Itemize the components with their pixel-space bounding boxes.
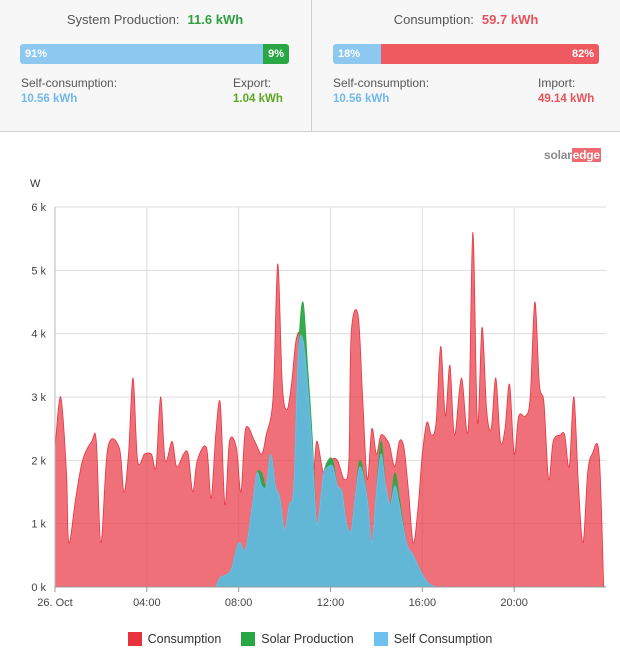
production-export-segment: 9% — [263, 44, 289, 64]
y-tick-label: 6 k — [31, 202, 46, 214]
y-tick-label: 1 k — [31, 519, 46, 531]
x-tick-label: 16:00 — [409, 597, 437, 609]
legend-item-self-consumption[interactable]: Self Consumption — [373, 632, 493, 646]
legend-label: Consumption — [147, 632, 222, 646]
y-tick-label: 4 k — [31, 329, 46, 341]
x-tick-label: 04:00 — [133, 597, 161, 609]
y-tick-label: 3 k — [31, 392, 46, 404]
consumption-import-segment: 82% — [380, 44, 599, 64]
logo-part-1: solar — [544, 148, 572, 162]
consumption-self-stat: Self-consumption: 10.56 kWh — [333, 76, 429, 105]
y-tick-label: 0 k — [31, 582, 46, 594]
legend-item-solar-production[interactable]: Solar Production — [241, 632, 354, 646]
legend-label: Self Consumption — [393, 632, 493, 646]
x-tick-label: 12:00 — [317, 597, 345, 609]
consumption-panel: Consumption: 59.7 kWh 18% 82% Self-consum… — [311, 0, 620, 131]
production-self-segment: 91% — [20, 44, 264, 64]
import-value: 49.14 kWh — [538, 93, 595, 105]
chart-legend: Consumption Solar Production Self Consumpt… — [0, 632, 620, 646]
logo-part-2: edge — [571, 148, 601, 162]
production-value: 11.6 kWh — [187, 12, 244, 27]
consumption-label: Consumption: — [393, 12, 474, 27]
legend-swatch — [127, 632, 142, 646]
production-self-stat: Self-consumption: 10.56 kWh — [21, 76, 117, 105]
production-self-value: 10.56 kWh — [21, 93, 78, 105]
consumption-self-segment: 18% — [333, 44, 381, 64]
consumption-title: Consumption: 59.7 kWh — [312, 12, 620, 27]
import-label: Import: — [538, 76, 576, 90]
consumption-area — [54, 231, 605, 588]
y-axis-title: W — [30, 178, 41, 190]
x-tick-label: 20:00 — [500, 597, 528, 609]
production-bar: 91% 9% — [20, 44, 289, 64]
production-panel: System Production: 11.6 kWh 91% 9% Self-c… — [0, 0, 310, 131]
export-value: 1.04 kWh — [233, 93, 283, 105]
consumption-self-label: Self-consumption: — [333, 76, 430, 90]
consumption-self-value: 10.56 kWh — [333, 93, 390, 105]
import-stat: Import: 49.14 kWh — [538, 76, 594, 105]
y-tick-label: 5 k — [31, 265, 46, 277]
production-self-label: Self-consumption: — [21, 76, 118, 90]
solaredge-logo: solaredge — [544, 148, 601, 162]
legend-swatch — [373, 632, 388, 646]
legend-label: Solar Production — [261, 632, 354, 646]
legend-item-consumption[interactable]: Consumption — [127, 632, 222, 646]
x-tick-label: 26. Oct — [37, 597, 72, 609]
production-title: System Production: 11.6 kWh — [0, 12, 310, 27]
export-stat: Export: 1.04 kWh — [233, 76, 283, 105]
production-label: System Production: — [66, 12, 180, 27]
consumption-value: 59.7 kWh — [481, 12, 539, 27]
y-tick-label: 2 k — [31, 455, 46, 467]
consumption-bar: 18% 82% — [333, 44, 599, 64]
summary-header: System Production: 11.6 kWh 91% 9% Self-c… — [0, 0, 620, 132]
export-label: Export: — [233, 76, 272, 90]
self-consumption-area — [215, 334, 437, 588]
legend-swatch — [241, 632, 256, 646]
x-tick-label: 08:00 — [225, 597, 253, 609]
